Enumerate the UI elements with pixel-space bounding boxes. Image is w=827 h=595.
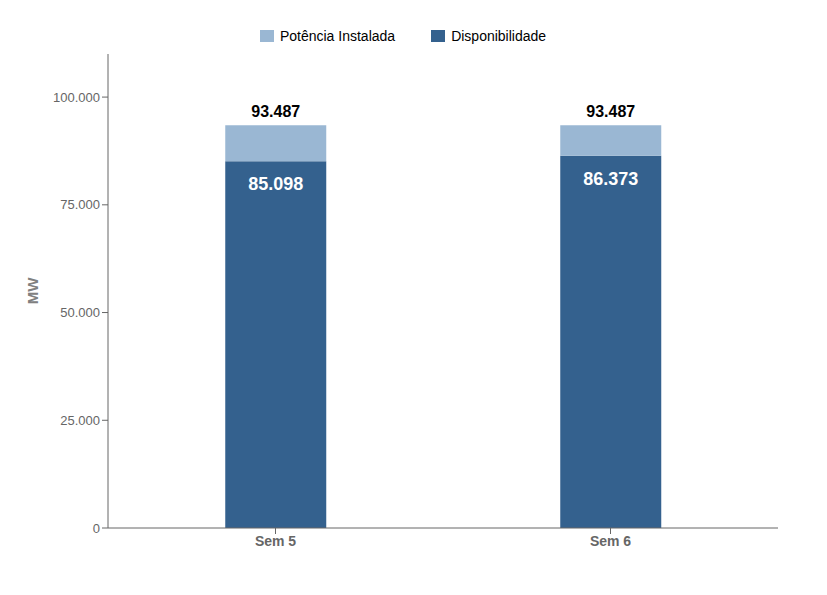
svg-text:25.000: 25.000: [60, 413, 100, 428]
html-text:Disponibilidade: Disponibilidade: [451, 28, 547, 44]
svg-text:50.000: 50.000: [60, 305, 100, 320]
svg-text:93.487: 93.487: [586, 103, 635, 120]
svg-text:93.487: 93.487: [251, 103, 300, 120]
svg-text:75.000: 75.000: [60, 197, 100, 212]
svg-text:MW: MW: [24, 277, 41, 304]
svg-text:Sem 6: Sem 6: [590, 533, 631, 549]
svg-text:100.000: 100.000: [53, 90, 100, 105]
svg-text:Sem 5: Sem 5: [255, 533, 296, 549]
svg-text:0: 0: [93, 521, 100, 536]
html-text:Potência Instalada: Potência Instalada: [279, 28, 396, 44]
svg-text:86.373: 86.373: [583, 169, 638, 189]
svg-text:85.098: 85.098: [248, 174, 303, 194]
